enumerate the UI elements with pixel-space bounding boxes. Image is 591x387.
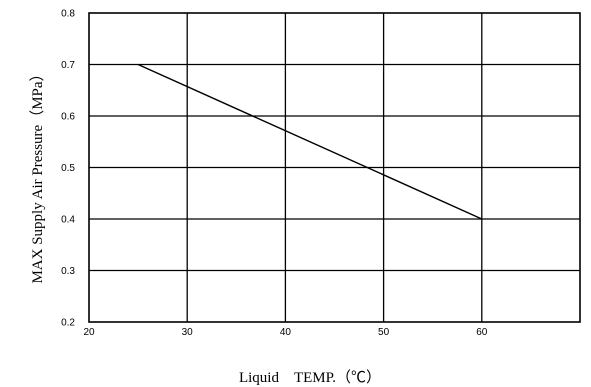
x-tick-label: 40 [280,327,292,338]
y-tick-label: 0.7 [61,60,75,71]
y-tick-label: 0.8 [61,9,75,20]
y-tick-label: 0.4 [61,215,75,226]
x-tick-labels: 20 30 40 50 60 [83,327,487,338]
y-tick-label: 0.3 [61,266,75,277]
grid [88,12,581,323]
x-tick-label: 20 [83,327,95,338]
y-axis-label: MAX Supply Air Pressure（MPa） [29,66,46,283]
y-tick-label: 0.5 [61,163,75,174]
x-tick-label: 60 [476,327,488,338]
x-axis-label: Liquid TEMP.（℃） [239,369,381,386]
y-tick-label: 0.6 [61,112,75,123]
x-tick-label: 50 [378,327,390,338]
series-line [137,63,483,220]
series-group [137,63,483,220]
x-tick-label: 30 [182,327,194,338]
y-tick-label: 0.2 [61,318,75,329]
y-tick-labels: 0.2 0.3 0.4 0.5 0.6 0.7 0.8 [61,9,75,329]
